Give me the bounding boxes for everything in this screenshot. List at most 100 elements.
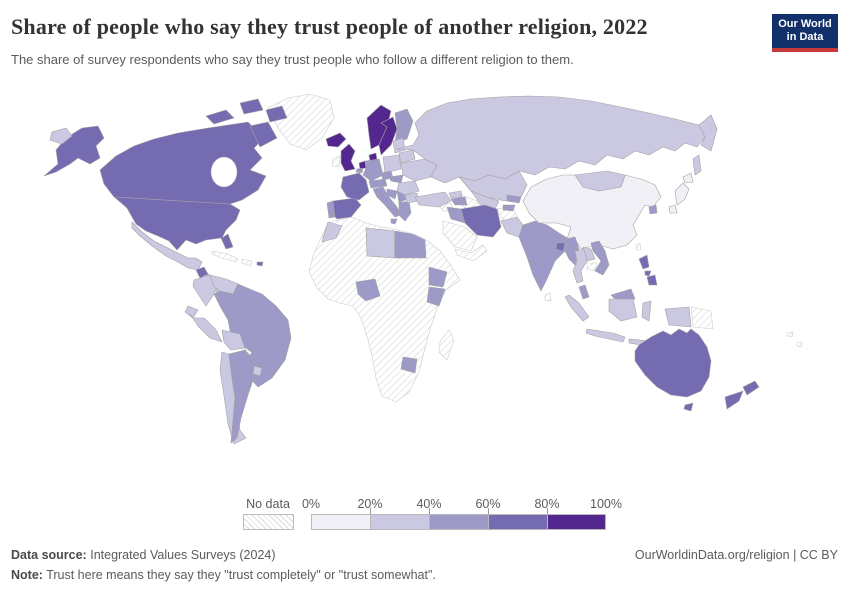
country-cuba[interactable] bbox=[211, 250, 239, 263]
country-iran[interactable] bbox=[460, 204, 502, 238]
country-morocco[interactable] bbox=[321, 221, 343, 243]
country-sweden[interactable] bbox=[378, 116, 398, 156]
country-tajikistan[interactable] bbox=[502, 204, 516, 212]
owid-logo: Our World in Data bbox=[772, 14, 838, 52]
page-title: Share of people who say they trust peopl… bbox=[11, 14, 648, 39]
legend-no-data-label: No data bbox=[246, 497, 290, 511]
note-text: Trust here means they say they "trust co… bbox=[46, 568, 436, 582]
country-kenya[interactable] bbox=[426, 286, 446, 307]
country-haiti[interactable] bbox=[241, 258, 253, 267]
country-philippines[interactable] bbox=[638, 254, 658, 286]
legend-bin-20-40[interactable] bbox=[370, 514, 429, 530]
legend-bin-60-80[interactable] bbox=[488, 514, 547, 530]
africa-no-data-region[interactable] bbox=[308, 216, 461, 403]
country-russia-kamchatka[interactable] bbox=[698, 114, 718, 152]
country-baltics[interactable] bbox=[392, 137, 406, 154]
country-greece[interactable] bbox=[398, 200, 412, 222]
country-bolivia[interactable] bbox=[221, 329, 246, 351]
country-nigeria[interactable] bbox=[355, 278, 381, 302]
country-indonesia[interactable] bbox=[564, 294, 692, 347]
country-usa-alaska[interactable] bbox=[43, 125, 105, 177]
country-croatia[interactable] bbox=[386, 188, 398, 200]
country-madagascar[interactable] bbox=[438, 329, 455, 361]
country-australia[interactable] bbox=[634, 328, 712, 412]
owid-logo-line1: Our World bbox=[778, 18, 832, 30]
country-zimbabwe[interactable] bbox=[400, 356, 418, 374]
country-kyrgyzstan[interactable] bbox=[506, 194, 522, 204]
country-vietnam[interactable] bbox=[590, 240, 610, 276]
legend-tick-40: 40% bbox=[416, 497, 442, 511]
country-ireland[interactable] bbox=[331, 155, 341, 168]
country-yemen[interactable] bbox=[454, 244, 488, 262]
source-label: Data source: bbox=[11, 548, 87, 562]
legend-bin-80-100[interactable] bbox=[547, 514, 606, 530]
country-usa[interactable] bbox=[113, 196, 241, 251]
legend-color-scale bbox=[311, 514, 606, 530]
country-new-zealand[interactable] bbox=[724, 380, 760, 410]
country-belgium[interactable] bbox=[355, 167, 364, 174]
country-sri-lanka[interactable] bbox=[544, 292, 552, 302]
legend-bin-0-20[interactable] bbox=[311, 514, 370, 530]
country-canada-arctic-2[interactable] bbox=[239, 98, 264, 115]
legend-tick-60: 60% bbox=[475, 497, 501, 511]
country-india[interactable] bbox=[518, 220, 570, 292]
country-austria[interactable] bbox=[368, 178, 388, 189]
country-south-korea[interactable] bbox=[648, 204, 658, 215]
country-libya[interactable] bbox=[365, 227, 396, 259]
country-belarus[interactable] bbox=[398, 149, 416, 164]
country-myanmar[interactable] bbox=[564, 236, 580, 266]
country-japan[interactable] bbox=[668, 172, 694, 214]
country-united-kingdom[interactable] bbox=[340, 143, 356, 172]
country-canada-arctic-3[interactable] bbox=[265, 105, 288, 123]
country-iceland[interactable] bbox=[325, 132, 347, 148]
legend-tickmark bbox=[429, 508, 430, 514]
legend-tickmark bbox=[547, 508, 548, 514]
country-puerto-rico[interactable] bbox=[256, 261, 264, 267]
country-turkey[interactable] bbox=[414, 191, 452, 208]
country-romania[interactable] bbox=[396, 180, 420, 196]
country-ethiopia[interactable] bbox=[428, 266, 448, 288]
country-taiwan[interactable] bbox=[635, 242, 642, 251]
country-laos[interactable] bbox=[582, 246, 596, 262]
country-uruguay[interactable] bbox=[252, 365, 263, 377]
legend-tick-100: 100% bbox=[590, 497, 622, 511]
legend-tickmark bbox=[370, 508, 371, 514]
legend-tick-80: 80% bbox=[534, 497, 560, 511]
source-link[interactable]: Integrated Values Surveys (2024) bbox=[90, 548, 276, 562]
country-bangladesh[interactable] bbox=[555, 242, 566, 252]
legend-no-data-swatch[interactable] bbox=[243, 514, 294, 530]
country-russia[interactable] bbox=[396, 95, 706, 184]
page-subtitle: The share of survey respondents who say … bbox=[11, 52, 574, 67]
country-canada-baffin[interactable] bbox=[249, 121, 278, 148]
hudson-bay bbox=[210, 156, 238, 188]
legend-tick-20: 20% bbox=[357, 497, 383, 511]
country-spain[interactable] bbox=[332, 197, 362, 220]
country-hungary[interactable] bbox=[388, 174, 404, 184]
legend-bin-40-60[interactable] bbox=[429, 514, 488, 530]
country-peru[interactable] bbox=[189, 313, 223, 343]
country-greenland[interactable] bbox=[267, 93, 335, 151]
country-germany[interactable] bbox=[362, 158, 384, 182]
country-egypt[interactable] bbox=[394, 230, 427, 259]
country-argentina[interactable] bbox=[228, 349, 259, 444]
country-uzbekistan[interactable] bbox=[470, 190, 500, 210]
country-mongolia[interactable] bbox=[574, 170, 626, 192]
country-canada-arctic-1[interactable] bbox=[205, 109, 235, 125]
country-georgia[interactable] bbox=[448, 190, 463, 199]
country-papua-new-guinea[interactable] bbox=[690, 306, 714, 330]
country-france[interactable] bbox=[340, 172, 370, 201]
country-finland[interactable] bbox=[394, 108, 414, 144]
country-russia-sakhalin[interactable] bbox=[692, 154, 702, 176]
note-label: Note: bbox=[11, 568, 43, 582]
country-poland[interactable] bbox=[382, 154, 402, 174]
pacific-islands[interactable] bbox=[786, 331, 803, 348]
country-mexico[interactable] bbox=[131, 221, 203, 271]
footer-license-link[interactable]: OurWorldinData.org/religion | CC BY bbox=[634, 548, 838, 562]
country-saudi-arabia[interactable] bbox=[442, 220, 478, 252]
country-russia-chukotka[interactable] bbox=[49, 127, 73, 145]
owid-logo-line2: in Data bbox=[786, 31, 824, 43]
country-canada[interactable] bbox=[99, 121, 267, 205]
country-azerbaijan[interactable] bbox=[450, 196, 468, 206]
